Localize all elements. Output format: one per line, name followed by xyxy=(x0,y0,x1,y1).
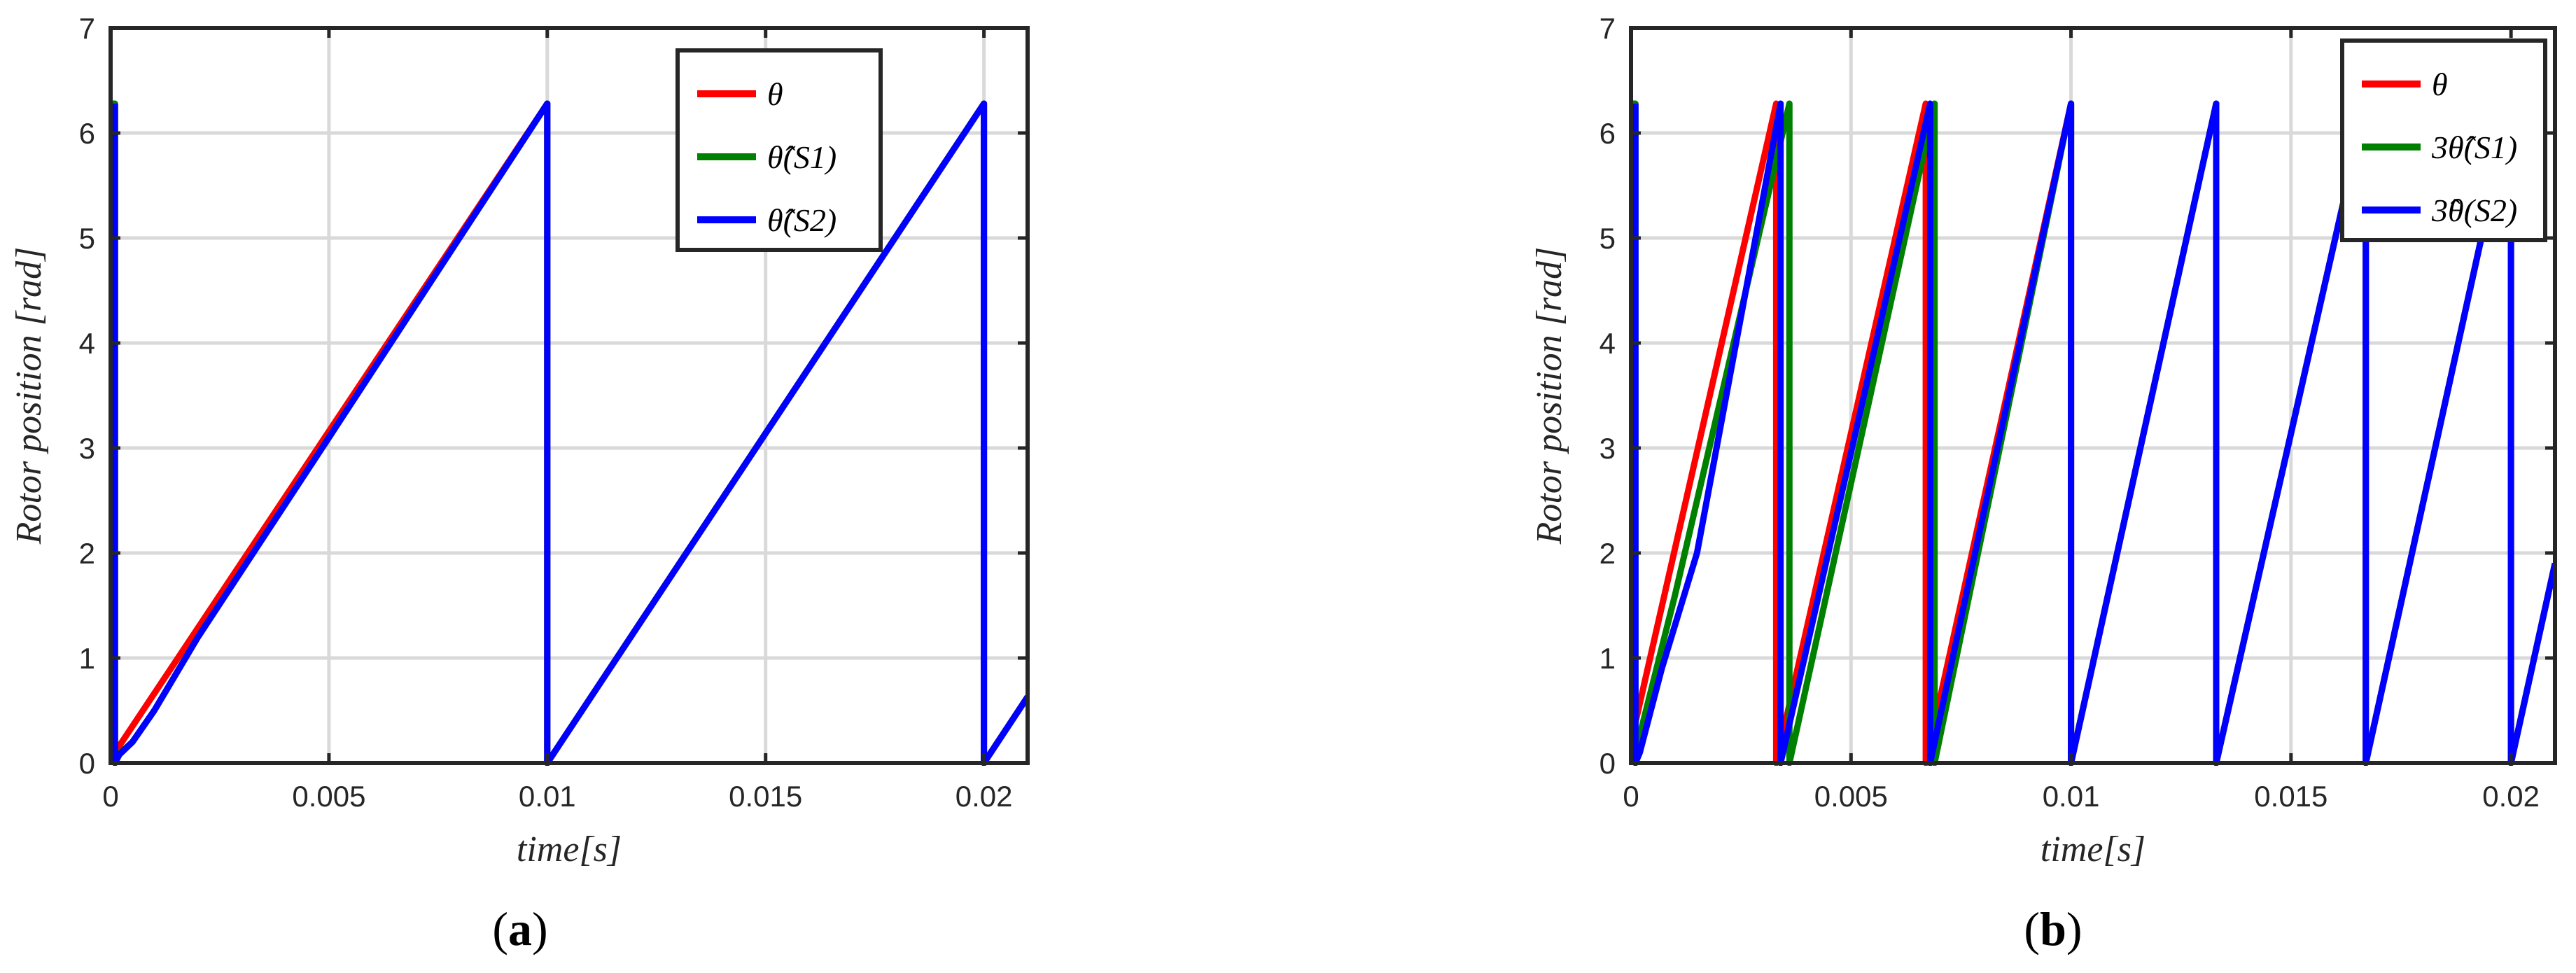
axes-box xyxy=(1629,26,2557,765)
y-tick-label: 7 xyxy=(79,12,95,45)
y-axis-label: Rotor position [rad] xyxy=(1530,247,1569,545)
x-tick-label: 0.02 xyxy=(2482,780,2540,813)
y-tick-label: 1 xyxy=(1600,642,1616,675)
legend: θ θ̂(S1) θ̂(S2) xyxy=(676,48,883,252)
x-tick-label: 0.005 xyxy=(292,780,365,813)
legend-entry-1: θ xyxy=(767,76,783,112)
x-tick-label: 0.01 xyxy=(2043,780,2100,813)
y-tick-label: 1 xyxy=(79,642,95,675)
series-line-3 xyxy=(111,100,1028,766)
y-tick-label: 7 xyxy=(1600,12,1616,45)
legend-entry-2: 3θ̂(S1) xyxy=(2431,130,2517,165)
y-tick-label: 6 xyxy=(79,117,95,150)
y-tick-label: 3 xyxy=(1600,432,1616,465)
x-tick-label: 0.015 xyxy=(2254,780,2328,813)
y-tick-label: 0 xyxy=(79,747,95,780)
x-tick-label: 0.01 xyxy=(519,780,576,813)
legend-entry-1: θ xyxy=(2432,66,2448,102)
panel-label: (b) xyxy=(2024,902,2082,955)
series-line-3 xyxy=(1632,100,2555,766)
y-axis-label: Rotor position [rad] xyxy=(9,247,49,545)
x-axis-label: time[s] xyxy=(517,830,622,869)
legend-entry-3: 3̂θ(S2) xyxy=(2431,192,2517,228)
legend: θ 3θ̂(S1) 3̂θ(S2) xyxy=(2340,38,2547,242)
x-tick-label: 0 xyxy=(102,780,118,813)
y-tick-label: 6 xyxy=(1600,117,1616,150)
y-tick-label: 5 xyxy=(1600,222,1616,255)
y-tick-label: 3 xyxy=(79,432,95,465)
y-tick-label: 0 xyxy=(1600,747,1616,780)
y-tick-label: 2 xyxy=(79,537,95,570)
plot-area xyxy=(111,28,1028,763)
y-tick-label: 4 xyxy=(1600,327,1616,360)
x-tick-label: 0.005 xyxy=(1814,780,1888,813)
axes-box xyxy=(108,26,1030,765)
panel-label: (a) xyxy=(492,902,547,955)
y-tick-label: 4 xyxy=(79,327,95,360)
panel-b: 0 0.005 0.01 0.015 0.02 0 1 2 3 4 5 6 7 time[s] Rotor … xyxy=(1530,12,2557,955)
x-tick-label: 0 xyxy=(1623,780,1639,813)
x-tick-label: 0.02 xyxy=(955,780,1013,813)
y-tick-label: 5 xyxy=(79,222,95,255)
x-tick-label: 0.015 xyxy=(729,780,802,813)
legend-entry-3: θ̂(S2) xyxy=(767,202,836,238)
y-tick-label: 2 xyxy=(1600,537,1616,570)
panel-a: 0 0.005 0.01 0.015 0.02 0 1 2 3 4 5 6 7 time[s] Rotor … xyxy=(9,12,1030,955)
x-axis-label: time[s] xyxy=(2040,830,2146,869)
legend-entry-2: θ̂(S1) xyxy=(767,139,836,175)
